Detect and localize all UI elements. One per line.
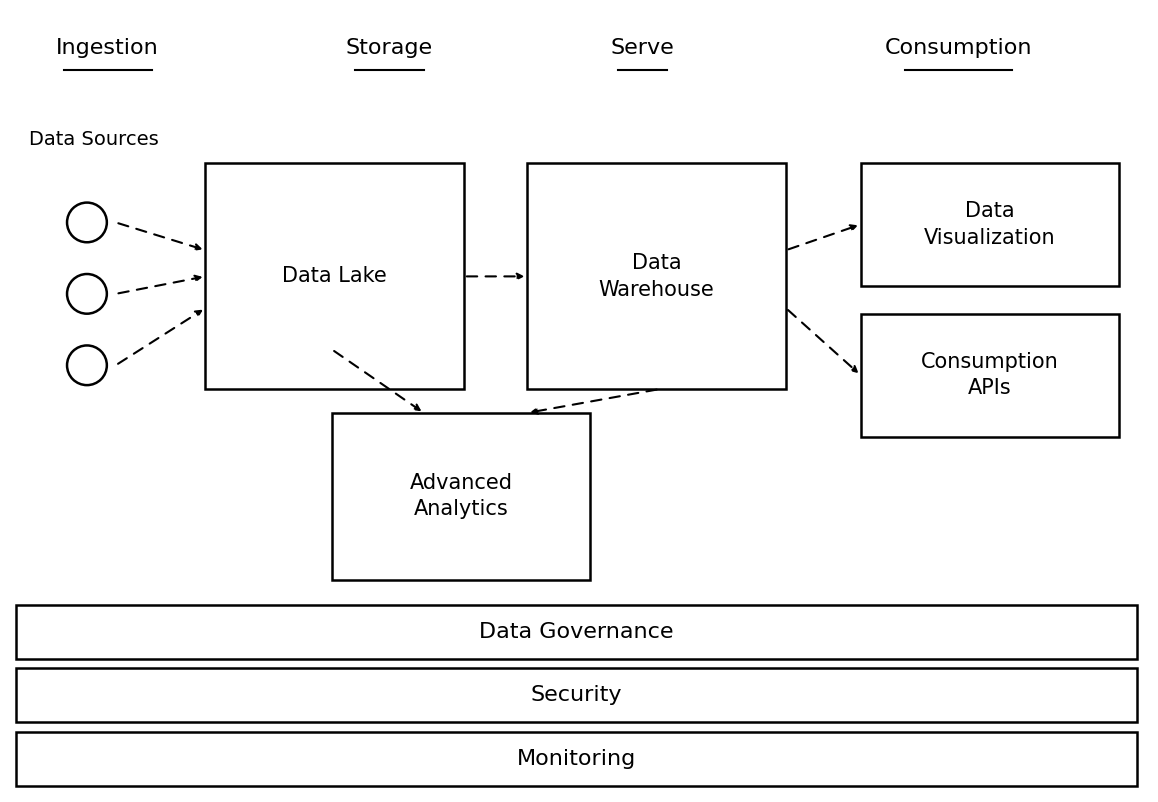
- Bar: [16, 668, 1137, 723]
- Text: Consumption
APIs: Consumption APIs: [921, 352, 1058, 399]
- Text: Advanced
Analytics: Advanced Analytics: [410, 473, 513, 520]
- Text: Storage: Storage: [346, 38, 433, 58]
- Bar: [860, 163, 1120, 286]
- Text: Data Lake: Data Lake: [283, 266, 387, 286]
- Text: Serve: Serve: [610, 38, 674, 58]
- Text: Data Sources: Data Sources: [29, 130, 159, 148]
- Text: Monitoring: Monitoring: [516, 749, 636, 769]
- Bar: [860, 314, 1120, 437]
- Text: Data
Warehouse: Data Warehouse: [599, 253, 714, 300]
- Text: Data Governance: Data Governance: [479, 622, 673, 642]
- Bar: [16, 605, 1137, 659]
- Text: Data
Visualization: Data Visualization: [924, 201, 1056, 248]
- Text: Security: Security: [530, 686, 622, 706]
- Bar: [527, 163, 786, 389]
- Bar: [332, 413, 591, 580]
- Bar: [205, 163, 464, 389]
- Text: Ingestion: Ingestion: [57, 38, 159, 58]
- Bar: [16, 732, 1137, 786]
- Text: Consumption: Consumption: [885, 38, 1032, 58]
